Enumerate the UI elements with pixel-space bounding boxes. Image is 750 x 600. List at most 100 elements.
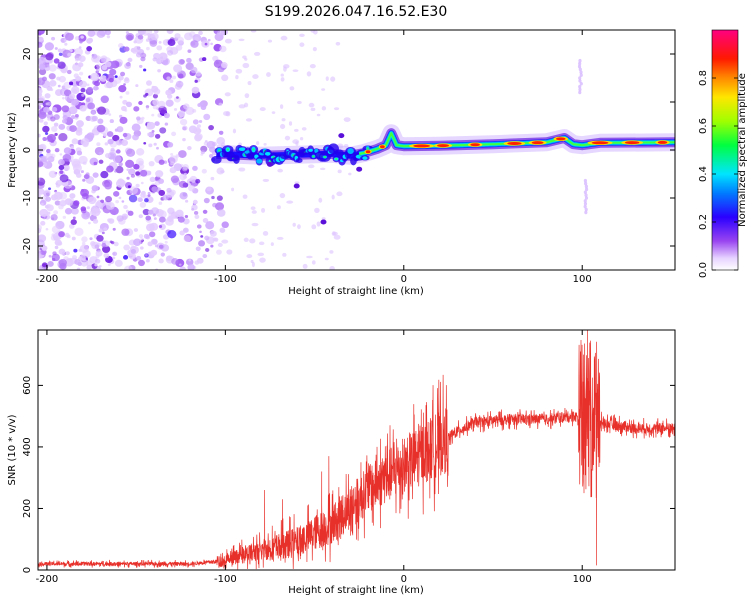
noise-speckle [152, 99, 159, 106]
noise-speckle [69, 81, 74, 86]
noise-speckle [38, 95, 46, 104]
noise-speckle [63, 147, 72, 155]
noise-speckle [113, 191, 120, 197]
noise-speckle [118, 85, 127, 93]
noise-speckle [48, 73, 56, 80]
ridge-hot-red [413, 144, 431, 148]
noise-speckle [92, 172, 99, 178]
noise-speckle [80, 87, 86, 93]
vertical-streak [578, 61, 582, 66]
noise-speckle [330, 76, 336, 82]
vertical-streak [578, 90, 582, 95]
noise-speckle [194, 214, 200, 219]
noise-speckle [213, 237, 219, 242]
noise-speckle [62, 253, 66, 256]
noise-speckle [204, 42, 208, 46]
noise-speckle [147, 209, 154, 215]
noise-speckle [210, 42, 213, 46]
noise-speckle [180, 118, 188, 126]
noise-speckle [182, 138, 186, 142]
noise-speckle [238, 167, 246, 172]
noise-speckle [47, 134, 56, 143]
noise-speckle [46, 152, 51, 158]
noise-speckle [209, 230, 217, 237]
noise-speckle [247, 81, 252, 86]
noise-speckle [243, 237, 249, 243]
noise-speckle [204, 235, 210, 241]
y-tick-label: -10 [22, 190, 33, 206]
noise-speckle [145, 258, 150, 263]
noise-speckle [131, 123, 141, 132]
noise-speckle [64, 207, 73, 215]
noise-speckle [140, 246, 144, 250]
noise-speckle [62, 215, 67, 219]
noise-speckle [38, 57, 46, 66]
noise-speckle [80, 35, 84, 39]
noise-speckle [157, 210, 167, 219]
noise-speckle [179, 266, 186, 270]
noise-speckle [178, 116, 182, 120]
noise-speckle [151, 186, 158, 193]
x-tick-label: -100 [214, 274, 237, 285]
noise-speckle [244, 93, 250, 99]
noise-speckle [58, 231, 65, 238]
noise-speckle [104, 30, 111, 36]
noise-speckle [188, 259, 192, 262]
noise-speckle [70, 219, 77, 225]
noise-speckle [107, 152, 117, 160]
noise-speckle [200, 150, 206, 155]
noise-speckle [95, 258, 101, 264]
noise-speckle [198, 240, 206, 247]
noise-speckle [252, 74, 259, 80]
noise-speckle [203, 197, 210, 204]
noise-speckle [113, 241, 119, 247]
noise-speckle [158, 189, 166, 196]
noise-speckle [154, 121, 160, 127]
noise-speckle [96, 106, 107, 115]
noise-speckle [216, 195, 223, 201]
noise-speckle [299, 33, 305, 38]
noise-speckle [140, 192, 146, 198]
noise-speckle [58, 123, 66, 130]
ridge-blob-hot [218, 149, 221, 152]
noise-speckle [123, 77, 130, 84]
noise-speckle [130, 249, 137, 254]
noise-speckle [152, 57, 158, 62]
noise-speckle [108, 77, 114, 83]
ridge-blob [211, 155, 222, 164]
noise-speckle [311, 224, 317, 230]
noise-speckle [112, 134, 120, 142]
noise-speckle [238, 38, 245, 42]
noise-speckle [331, 231, 336, 236]
isolated-spot [293, 183, 300, 189]
vertical-streak [583, 178, 588, 183]
noise-speckle [151, 113, 155, 117]
noise-speckle [217, 242, 223, 247]
noise-speckle [143, 33, 147, 37]
noise-speckle [63, 39, 67, 42]
noise-speckle [96, 195, 100, 199]
noise-speckle [140, 237, 144, 241]
noise-speckle [66, 234, 71, 239]
noise-speckle [38, 193, 41, 199]
noise-speckle [171, 131, 177, 137]
noise-speckle [43, 121, 48, 126]
noise-speckle [73, 200, 80, 206]
noise-speckle [90, 241, 96, 247]
x-tick-label: 100 [573, 574, 592, 585]
noise-speckle [198, 119, 203, 123]
noise-speckle [166, 187, 172, 193]
noise-speckle [155, 170, 164, 178]
noise-speckle [192, 119, 199, 125]
noise-speckle [69, 223, 75, 229]
noise-speckle [92, 218, 99, 224]
noise-speckle [262, 231, 269, 236]
spectrogram-y-axis: -20 -10 0 10 20 [22, 48, 675, 254]
noise-speckle [138, 259, 145, 267]
noise-speckle [179, 191, 188, 200]
noise-speckle [115, 179, 126, 188]
noise-speckle [100, 199, 105, 204]
noise-speckle [167, 229, 177, 239]
noise-speckle [214, 202, 225, 211]
noise-speckle [39, 208, 49, 217]
